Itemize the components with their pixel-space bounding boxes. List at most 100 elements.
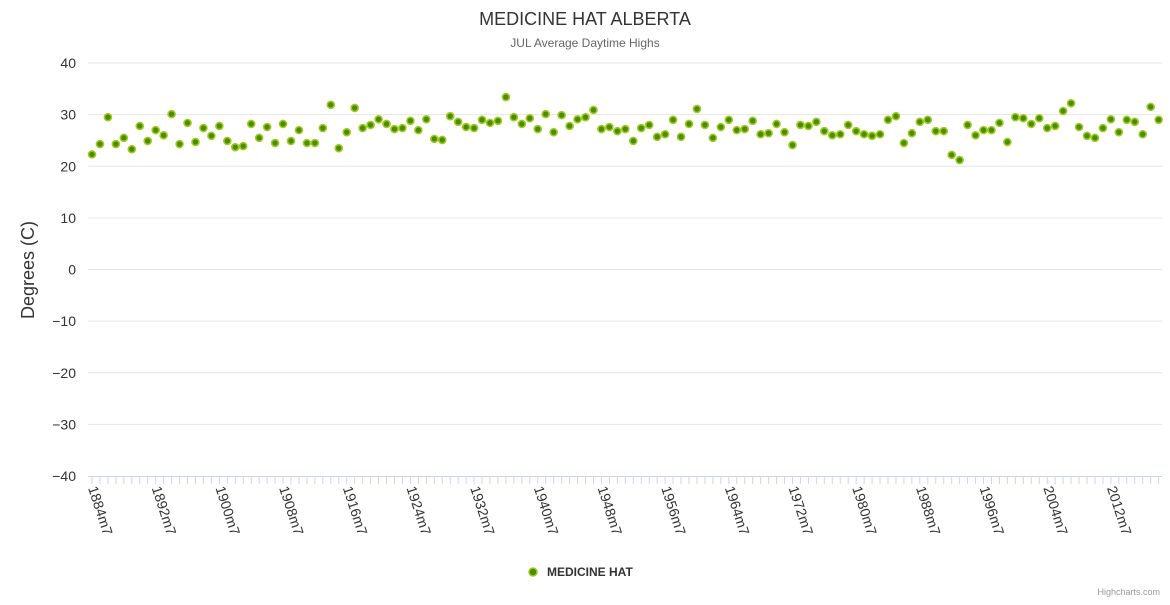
- data-point: [215, 121, 224, 131]
- data-point: [987, 125, 996, 135]
- data-point: [334, 143, 344, 153]
- data-point: [851, 126, 861, 136]
- data-point: [827, 130, 837, 140]
- x-tick-label: 1900m7: [213, 484, 244, 537]
- data-point: [207, 131, 216, 141]
- data-point: [676, 132, 686, 142]
- data-point: [947, 150, 956, 160]
- data-point: [533, 124, 543, 134]
- y-tick-label: 20: [60, 158, 76, 174]
- data-point: [286, 136, 296, 146]
- data-point: [995, 118, 1004, 128]
- data-point: [780, 127, 789, 137]
- data-point: [716, 122, 726, 132]
- data-point: [796, 120, 805, 130]
- y-tick-label: −40: [52, 468, 76, 484]
- data-point: [1066, 98, 1076, 108]
- data-point: [708, 133, 718, 143]
- y-axis-ticks: 40 30 20 10 0 −10 −20 −30 −40: [52, 55, 76, 484]
- data-point: [732, 125, 742, 135]
- data-point: [366, 120, 375, 130]
- data-point: [1050, 121, 1060, 131]
- data-point: [135, 121, 145, 131]
- data-point: [517, 119, 527, 129]
- data-point: [1034, 113, 1044, 123]
- data-point: [461, 122, 471, 132]
- data-point: [1090, 133, 1100, 143]
- data-point: [923, 115, 933, 125]
- data-point: [223, 136, 232, 146]
- data-point: [422, 114, 431, 124]
- data-point: [437, 135, 447, 145]
- data-point: [159, 130, 168, 140]
- data-point: [939, 126, 949, 136]
- data-point: [891, 111, 901, 121]
- data-point: [230, 142, 240, 152]
- data-point: [1003, 137, 1012, 147]
- data-point: [700, 120, 710, 130]
- data-point: [541, 109, 551, 119]
- data-point: [350, 103, 359, 113]
- data-point: [899, 138, 909, 148]
- data-point: [859, 129, 869, 139]
- data-point: [151, 125, 160, 135]
- data-point: [342, 127, 352, 137]
- data-point: [167, 109, 176, 119]
- data-point: [931, 126, 941, 136]
- x-tick-label: 1916m7: [340, 484, 371, 537]
- y-tick-label: 0: [68, 262, 76, 278]
- data-point: [1138, 129, 1148, 139]
- legend-item-medicine-hat[interactable]: MEDICINE HAT: [528, 565, 633, 579]
- data-point: [740, 124, 750, 134]
- data-point: [390, 124, 399, 134]
- data-point: [485, 118, 495, 128]
- data-point: [453, 117, 463, 127]
- x-tick-label: 1884m7: [85, 484, 116, 537]
- data-point: [278, 119, 288, 129]
- x-tick-label: 1932m7: [467, 484, 498, 537]
- credits-link[interactable]: Highcharts.com: [1097, 587, 1160, 597]
- data-point: [246, 119, 256, 129]
- data-point: [1098, 123, 1108, 133]
- data-point: [262, 122, 272, 132]
- data-point: [581, 112, 590, 122]
- x-tick-label: 1948m7: [595, 484, 626, 537]
- data-point: [1082, 131, 1092, 141]
- data-point: [605, 122, 614, 132]
- y-tick-label: 10: [60, 210, 76, 226]
- data-point: [835, 129, 845, 139]
- data-point: [445, 111, 455, 121]
- data-point: [589, 105, 598, 115]
- data-point: [963, 120, 972, 130]
- data-point: [1130, 117, 1140, 127]
- data-point: [1122, 115, 1132, 125]
- data-point: [87, 150, 97, 159]
- data-point: [358, 123, 367, 133]
- data-point: [326, 100, 336, 110]
- data-point: [406, 116, 415, 126]
- y-tick-label: −10: [52, 313, 76, 329]
- x-tick-label: 1892m7: [149, 484, 180, 537]
- y-tick-label: 30: [60, 107, 76, 123]
- data-point: [127, 144, 137, 154]
- data-point: [549, 127, 558, 137]
- data-point: [668, 115, 678, 125]
- y-tick-label: −20: [52, 365, 76, 381]
- data-point: [95, 139, 105, 149]
- data-point: [756, 129, 765, 139]
- data-point: [875, 129, 885, 139]
- data-point: [692, 104, 702, 114]
- data-point: [294, 125, 304, 135]
- data-point: [660, 129, 670, 139]
- data-point: [254, 133, 264, 143]
- legend-label: MEDICINE HAT: [547, 565, 633, 579]
- data-point: [1042, 123, 1052, 133]
- data-point: [1114, 127, 1124, 137]
- data-point: [477, 115, 487, 125]
- data-point: [788, 140, 797, 150]
- y-tick-label: 40: [60, 55, 76, 71]
- data-point: [493, 116, 503, 126]
- data-point: [1058, 106, 1068, 116]
- x-tick-label: 1972m7: [786, 484, 817, 537]
